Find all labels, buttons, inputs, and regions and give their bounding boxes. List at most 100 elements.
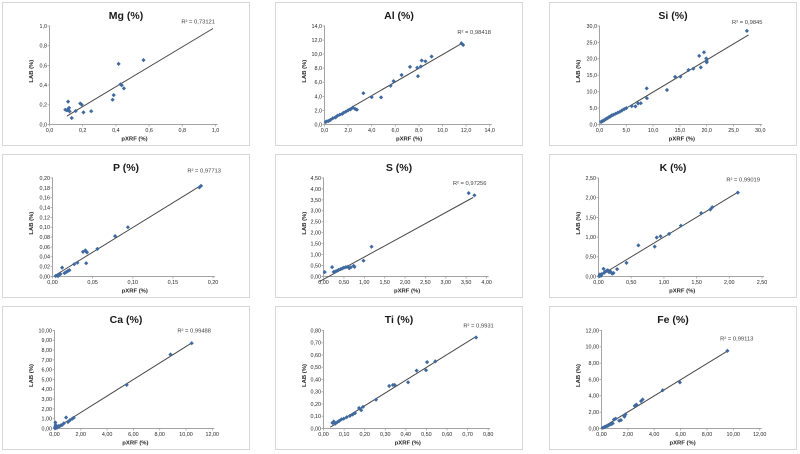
svg-text:0,00: 0,00 xyxy=(586,274,597,280)
svg-text:30,0: 30,0 xyxy=(755,128,766,134)
svg-text:0,30: 0,30 xyxy=(311,390,322,396)
svg-text:pXRF (%): pXRF (%) xyxy=(670,441,696,447)
svg-text:R² = 0,97256: R² = 0,97256 xyxy=(453,181,487,187)
svg-text:15,0: 15,0 xyxy=(675,128,686,134)
svg-text:pXRF (%): pXRF (%) xyxy=(122,289,148,295)
svg-text:0,0: 0,0 xyxy=(590,122,598,128)
svg-text:5,0: 5,0 xyxy=(623,128,631,134)
svg-text:Ca (%): Ca (%) xyxy=(110,314,143,326)
svg-text:R² = 0,9931: R² = 0,9931 xyxy=(463,324,493,330)
svg-text:LAB (%): LAB (%) xyxy=(302,212,308,235)
svg-text:R² = 0,99488: R² = 0,99488 xyxy=(177,329,211,335)
svg-text:6,0: 6,0 xyxy=(315,80,323,86)
svg-text:pXRF (%): pXRF (%) xyxy=(396,137,422,143)
svg-text:2,0: 2,0 xyxy=(344,128,352,134)
svg-text:1,0: 1,0 xyxy=(212,128,220,134)
svg-text:0,00: 0,00 xyxy=(40,274,51,280)
svg-text:12,00: 12,00 xyxy=(206,432,220,438)
svg-text:0,0: 0,0 xyxy=(46,128,54,134)
svg-text:0,8: 0,8 xyxy=(179,128,187,134)
svg-text:0,05: 0,05 xyxy=(87,280,98,286)
svg-text:0,20: 0,20 xyxy=(359,432,370,438)
svg-text:0,00: 0,00 xyxy=(311,274,322,280)
svg-text:R² = 0,97713: R² = 0,97713 xyxy=(187,168,221,174)
svg-text:12,00: 12,00 xyxy=(753,432,767,438)
svg-text:1,00: 1,00 xyxy=(359,280,370,286)
svg-text:pXRF (%): pXRF (%) xyxy=(669,137,695,143)
svg-text:0,0: 0,0 xyxy=(315,122,323,128)
svg-text:0,2: 0,2 xyxy=(79,128,87,134)
svg-text:10,0: 10,0 xyxy=(648,128,659,134)
svg-text:6,0: 6,0 xyxy=(392,128,400,134)
svg-text:1,0: 1,0 xyxy=(40,24,48,30)
svg-text:1,00: 1,00 xyxy=(311,253,322,259)
svg-text:0,04: 0,04 xyxy=(40,255,51,261)
svg-text:R² = 0,99019: R² = 0,99019 xyxy=(726,177,760,183)
svg-text:14,0: 14,0 xyxy=(312,24,323,30)
svg-text:2,50: 2,50 xyxy=(757,280,768,286)
svg-text:R² = 0,98418: R² = 0,98418 xyxy=(457,30,491,36)
svg-text:3,50: 3,50 xyxy=(461,280,472,286)
svg-text:0,8: 0,8 xyxy=(40,44,48,50)
svg-text:2,00: 2,00 xyxy=(724,280,735,286)
svg-text:0,00: 0,00 xyxy=(318,432,329,438)
svg-text:2,00: 2,00 xyxy=(311,231,322,237)
svg-text:0,80: 0,80 xyxy=(483,432,494,438)
svg-text:10,0: 10,0 xyxy=(437,128,448,134)
svg-text:3,00: 3,00 xyxy=(311,209,322,215)
svg-text:0,10: 0,10 xyxy=(311,414,322,420)
svg-text:R² = 0,73121: R² = 0,73121 xyxy=(181,20,215,26)
svg-text:0,10: 0,10 xyxy=(339,432,350,438)
svg-text:pXRF (%): pXRF (%) xyxy=(121,137,147,143)
svg-text:Ti (%): Ti (%) xyxy=(385,314,413,326)
svg-text:8,00: 8,00 xyxy=(702,432,713,438)
svg-text:0,70: 0,70 xyxy=(311,341,322,347)
svg-text:4,0: 4,0 xyxy=(368,128,376,134)
svg-text:4,00: 4,00 xyxy=(649,432,660,438)
svg-text:0,50: 0,50 xyxy=(586,255,597,261)
svg-text:20,0: 20,0 xyxy=(587,57,598,63)
svg-text:0,70: 0,70 xyxy=(462,432,473,438)
svg-text:0,2: 0,2 xyxy=(40,103,48,109)
svg-text:1,00: 1,00 xyxy=(586,235,597,241)
svg-text:0,0: 0,0 xyxy=(40,122,48,128)
svg-text:1,00: 1,00 xyxy=(659,280,670,286)
svg-text:0,50: 0,50 xyxy=(311,264,322,270)
svg-text:0,6: 0,6 xyxy=(40,63,48,69)
svg-text:8,00: 8,00 xyxy=(154,432,165,438)
svg-text:0,18: 0,18 xyxy=(40,186,51,192)
svg-text:12,0: 12,0 xyxy=(312,38,323,44)
svg-text:30,0: 30,0 xyxy=(587,24,598,30)
svg-text:LAB (%): LAB (%) xyxy=(302,364,308,387)
svg-text:2,50: 2,50 xyxy=(311,220,322,226)
svg-text:2,00: 2,00 xyxy=(76,432,87,438)
svg-text:6,00: 6,00 xyxy=(128,432,139,438)
svg-text:0,12: 0,12 xyxy=(40,215,51,221)
svg-text:2,50: 2,50 xyxy=(586,176,597,182)
svg-text:2,00: 2,00 xyxy=(589,410,600,416)
svg-text:2,00: 2,00 xyxy=(623,432,634,438)
svg-text:6,00: 6,00 xyxy=(675,432,686,438)
svg-text:P (%): P (%) xyxy=(113,162,139,174)
svg-text:0,40: 0,40 xyxy=(401,432,412,438)
svg-text:0,08: 0,08 xyxy=(40,235,51,241)
svg-text:25,0: 25,0 xyxy=(587,40,598,46)
svg-text:0,80: 0,80 xyxy=(311,328,322,334)
svg-text:2,00: 2,00 xyxy=(586,196,597,202)
svg-text:LAB (%): LAB (%) xyxy=(302,60,308,83)
svg-text:0,60: 0,60 xyxy=(442,432,453,438)
svg-text:12,0: 12,0 xyxy=(461,128,472,134)
svg-text:10,00: 10,00 xyxy=(179,432,193,438)
svg-text:0,00: 0,00 xyxy=(47,280,58,286)
svg-text:4,00: 4,00 xyxy=(481,280,492,286)
svg-text:pXRF (%): pXRF (%) xyxy=(394,289,420,295)
svg-text:0,00: 0,00 xyxy=(49,432,60,438)
svg-text:0,50: 0,50 xyxy=(339,280,350,286)
svg-text:14,0: 14,0 xyxy=(484,128,495,134)
svg-text:0,02: 0,02 xyxy=(40,265,51,271)
svg-text:3,50: 3,50 xyxy=(311,198,322,204)
svg-text:4,00: 4,00 xyxy=(589,394,600,400)
svg-text:5,00: 5,00 xyxy=(42,377,53,383)
svg-text:0,50: 0,50 xyxy=(626,280,637,286)
svg-text:LAB (%): LAB (%) xyxy=(29,212,35,235)
